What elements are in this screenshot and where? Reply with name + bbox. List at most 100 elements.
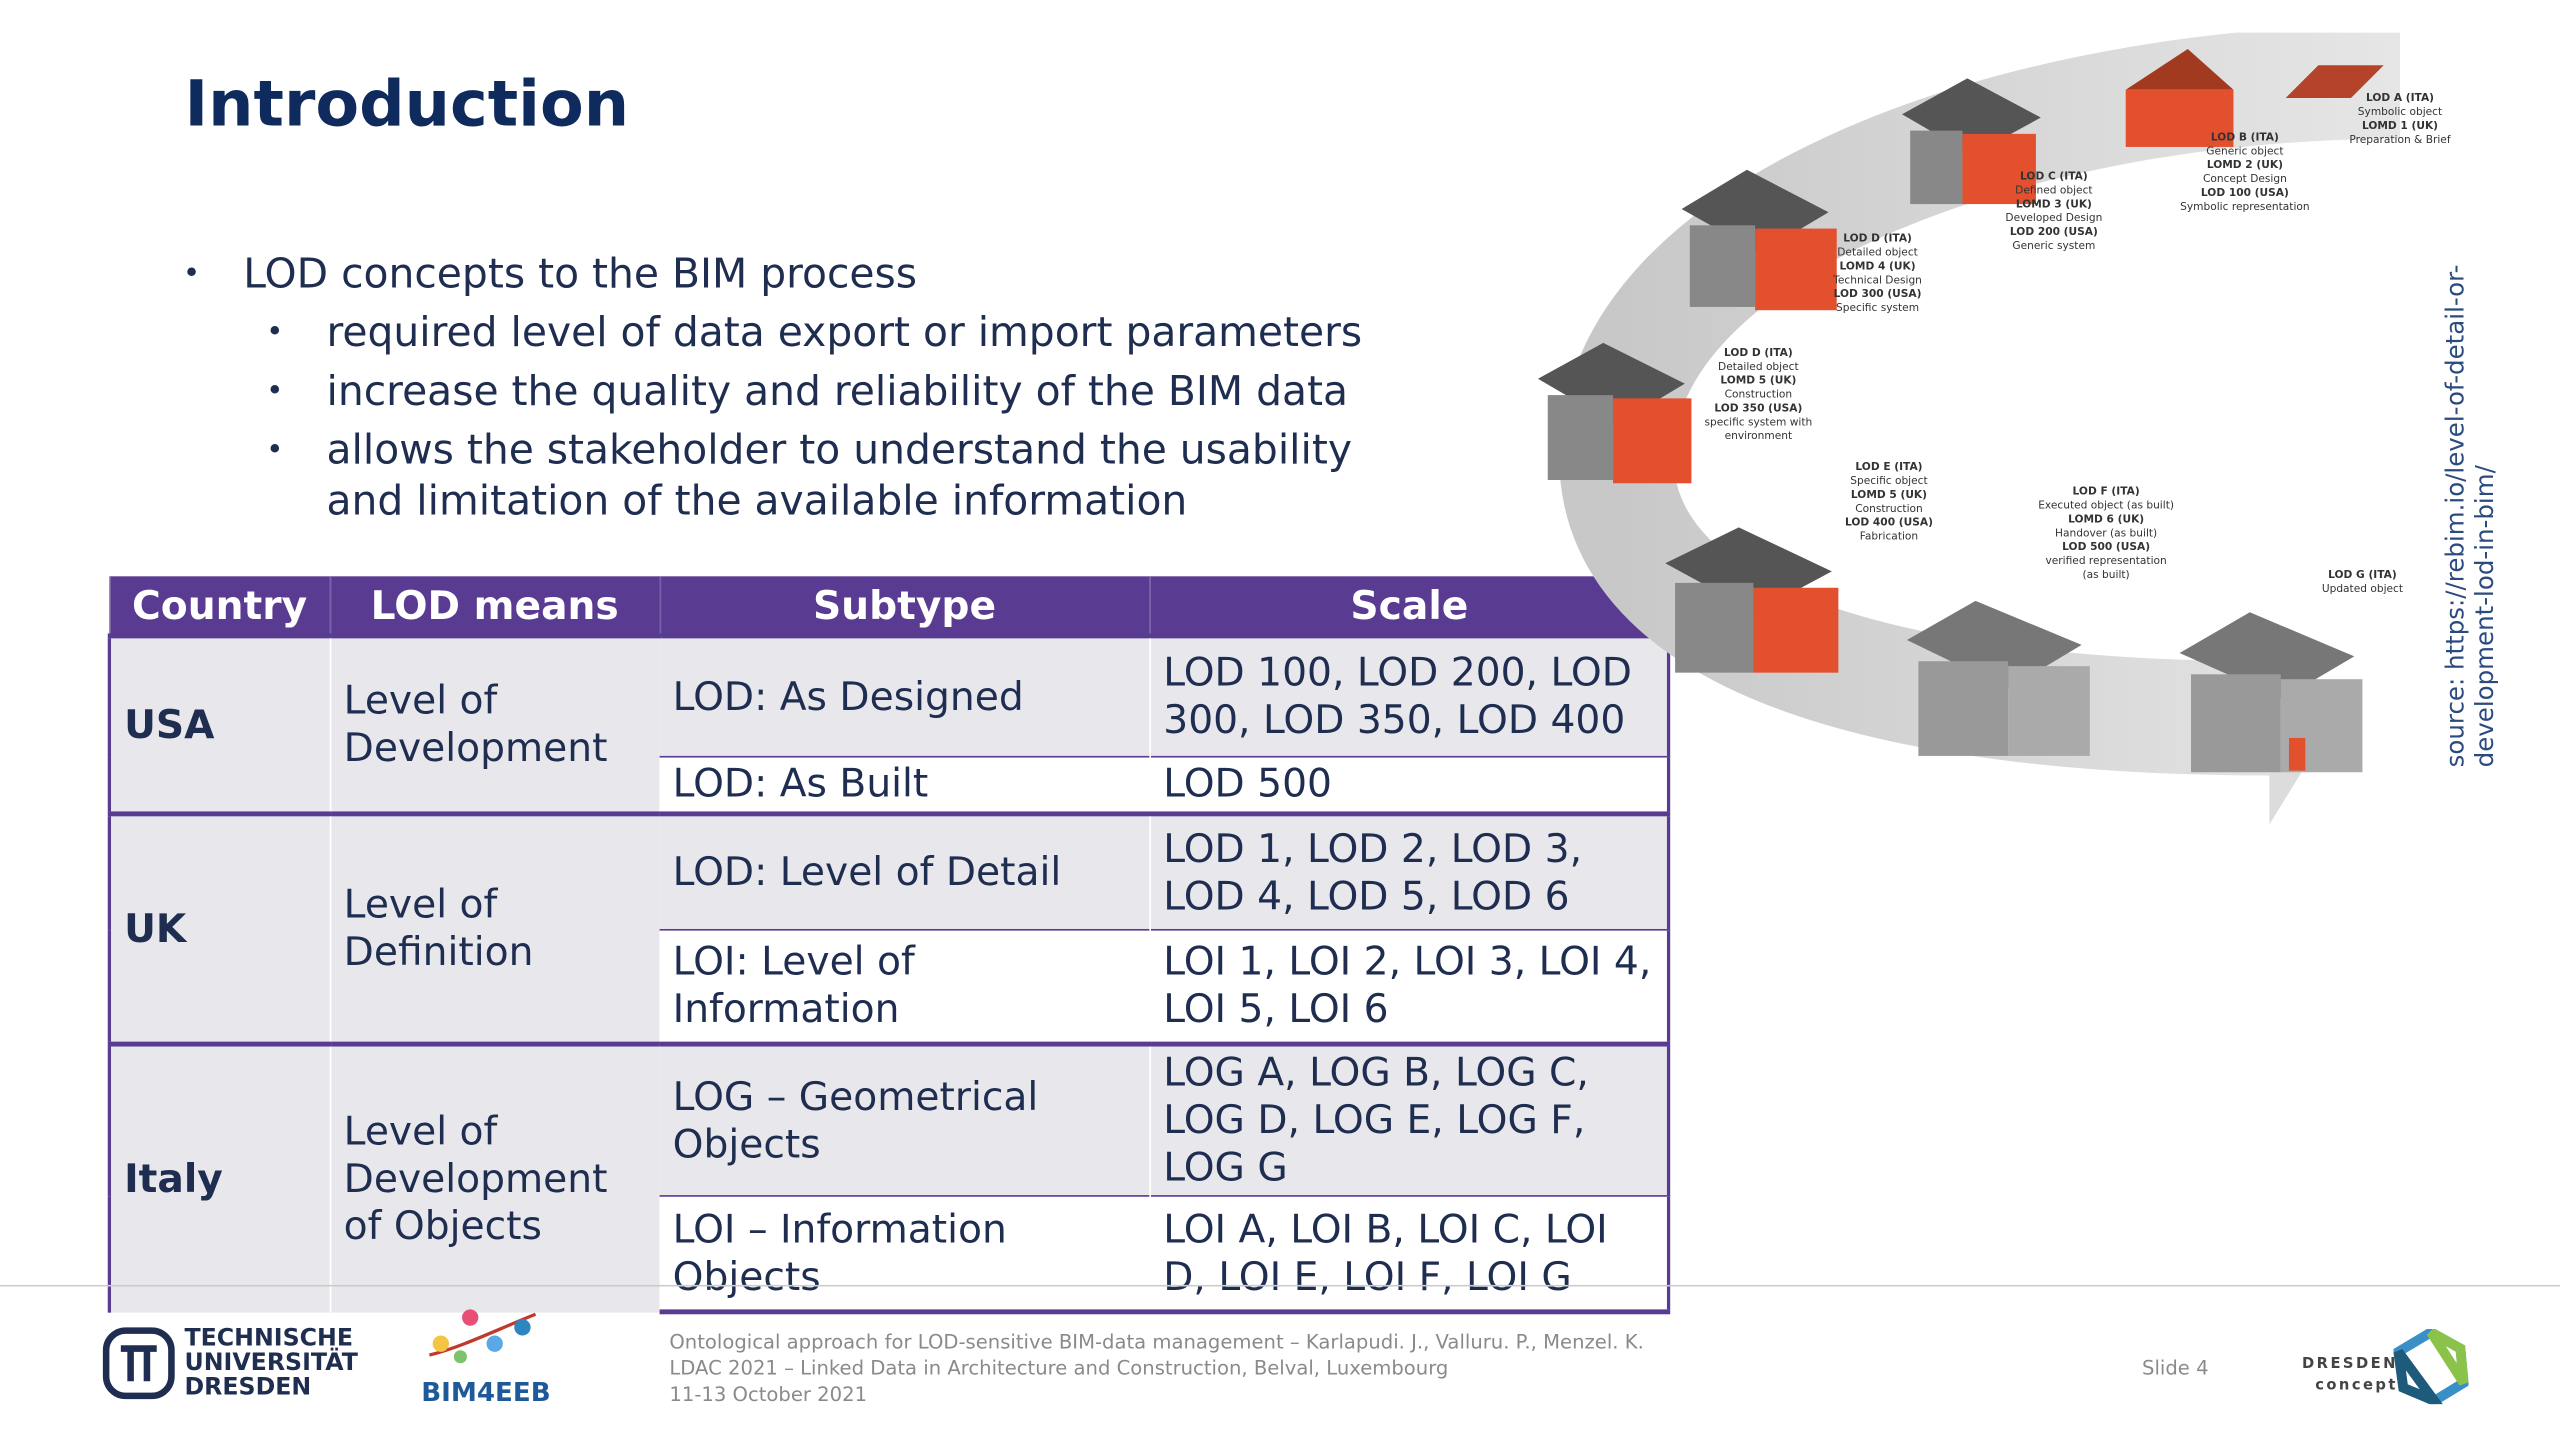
diagram-label: Preparation & Brief (2349, 133, 2450, 146)
diagram-label: Specific system (1836, 301, 1919, 314)
diagram-label: LOMD 5 (UK) (1720, 374, 1796, 387)
house (1665, 527, 1839, 673)
diagram-label: LOD 500 (USA) (2062, 540, 2150, 553)
slide-number: Slide 4 (2142, 1356, 2209, 1380)
diagram-label: LOMD 4 (UK) (1840, 259, 1916, 272)
source-note: source: https://rebim.io/level-of-detail… (2441, 264, 2500, 767)
table-row: USA Level of Development LOD: As Designed L… (107, 633, 1671, 814)
sub-bullet: required level of data export or import … (183, 307, 1375, 358)
country-cell: Italy (107, 1041, 330, 1312)
house (1902, 78, 2041, 205)
subtype-cell: LOG – Geometrical Objects (659, 1041, 1150, 1196)
diagram-label: LOD 200 (USA) (2010, 225, 2098, 238)
dresden-logo-mark (2393, 1328, 2469, 1405)
diagram-label: Detailed object (1718, 360, 1799, 373)
citation-line: Ontological approach for LOD-sensitive B… (669, 1330, 1644, 1354)
bullet: LOD concepts to the BIM process (183, 248, 1375, 299)
diagram-label: Detailed object (1837, 246, 1918, 259)
diagram-label: LOD D (ITA) (1724, 346, 1793, 359)
diagram-label: LOMD 2 (UK) (2207, 158, 2283, 171)
means-cell: Level of Development of Objects (328, 1041, 660, 1312)
sub-bullet: allows the stakeholder to understand the… (183, 424, 1375, 525)
column-header: Subtype (658, 576, 1150, 636)
subtype-cell: LOD: Level of Detail (659, 811, 1150, 930)
table-header: Country LOD means Subtype Scale (108, 576, 1669, 636)
diagram-label: LOD G (ITA) (2328, 568, 2397, 581)
diagram-label: Defined object (2015, 183, 2092, 196)
diagram-label: LOD C (ITA) (2020, 170, 2088, 183)
diagram-label: Generic object (2206, 144, 2283, 157)
table-row: LOI – Information Objects LOI A, LOI B, L… (109, 1195, 1671, 1315)
scale-cell: LOD 1, LOD 2, LOD 3, LOD 4, LOD 5, LOD 6 (1148, 811, 1671, 930)
dresden-logo-text: DRESDEN concept (2302, 1355, 2398, 1397)
diagram-label: Developed Design (2005, 211, 2102, 224)
diagram-label: LOD 350 (USA) (1714, 401, 1802, 414)
column-header: Country (108, 576, 330, 636)
citation-line: 11-13 October 2021 (669, 1382, 868, 1406)
house (1681, 169, 1837, 311)
diagram-label: LOMD 5 (UK) (1851, 488, 1927, 501)
diagram-label: LOMD 1 (UK) (2362, 119, 2438, 132)
column-header: Scale (1148, 576, 1669, 636)
diagram-label: LOD 100 (USA) (2201, 186, 2289, 199)
house (1906, 600, 2090, 756)
slide-title: Introduction (184, 68, 630, 143)
scale-cell: LOD 100, LOD 200, LOD 300, LOD 350, LOD … (1148, 633, 1671, 757)
house (2285, 65, 2384, 98)
sub-bullet: increase the quality and reliability of … (183, 366, 1375, 417)
diagram-label: Symbolic object (2358, 105, 2442, 118)
diagram-label: Executed object (as built) (2038, 499, 2174, 512)
diagram-label: LOD A (ITA) (2366, 91, 2434, 104)
bim-logo-text: BIM4EEB (421, 1376, 551, 1408)
diagram-label: LOD B (ITA) (2211, 130, 2279, 143)
subtype-cell: LOD: As Designed (659, 633, 1150, 757)
diagram-label: LOMD 3 (UK) (2016, 197, 2092, 210)
dresden-logo-line: concept (2315, 1377, 2398, 1395)
diagram-label: Technical Design (1832, 273, 1922, 286)
tu-logo-line: TECHNISCHE (184, 1325, 354, 1352)
dresden-logo-line: DRESDEN (2302, 1356, 2398, 1374)
diagram-label: LOMD 6 (UK) (2068, 512, 2144, 525)
tu-logo-line: DRESDEN (184, 1374, 312, 1401)
table-body: USA Level of Development LOD: As Designed L… (107, 633, 1671, 1315)
scale-cell: LOD 500 (1148, 755, 1671, 814)
diagram-label: Generic system (2012, 239, 2095, 252)
country-cell: UK (107, 811, 330, 1045)
table-row: Italy Level of Development of Objects LOG … (107, 1041, 1671, 1312)
table-row: UK Level of Definition LOD: Level of Detai… (107, 811, 1671, 1045)
bullet-list: LOD concepts to the BIM process required … (183, 248, 1375, 534)
house (2125, 48, 2234, 147)
scale-cell: LOG A, LOG B, LOG C, LOG D, LOG E, LOG F… (1148, 1041, 1671, 1196)
source-line: source: https://rebim.io/level-of-detail… (2440, 264, 2471, 768)
diagram-label: Concept Design (2203, 172, 2287, 185)
diagram-label: specific system with (1705, 415, 1813, 428)
tu-logo-mark (102, 1327, 175, 1400)
subtype-cell: LOI: Level of Information (659, 928, 1150, 1045)
scale-cell: LOI 1, LOI 2, LOI 3, LOI 4, LOI 5, LOI 6 (1148, 928, 1671, 1045)
diagram-label: LOD 400 (USA) (1845, 516, 1933, 529)
means-cell: Level of Development (328, 633, 660, 814)
diagram-label: environment (1725, 429, 1793, 442)
tu-logo-line: UNIVERSITÄT (184, 1350, 358, 1377)
diagram-label: LOD F (ITA) (2073, 485, 2140, 498)
diagram-label: LOD D (ITA) (1843, 232, 1912, 245)
bim-logo-mark (428, 1309, 537, 1364)
diagram-label: Updated object (2322, 582, 2403, 595)
subtype-cell: LOI – Information Objects (659, 1195, 1150, 1315)
diagram-label: (as built) (2083, 568, 2130, 581)
tu-logo-text: TECHNISCHE UNIVERSITÄT DRESDEN (184, 1327, 357, 1400)
diagram-label: Symbolic representation (2180, 200, 2309, 213)
diagram-label: LOD E (ITA) (1855, 460, 1922, 473)
column-header: LOD means (328, 576, 660, 636)
table-row: LOD: As Built LOD 500 (109, 755, 1671, 814)
house (2179, 612, 2363, 773)
diagram-label: LOD 300 (USA) (1834, 287, 1922, 300)
lod-table: Country LOD means Subtype Scale USA Level of… (107, 576, 1671, 1315)
table-row: LOI: Level of Information LOI 1, LOI 2, L… (109, 928, 1671, 1045)
footer-divider (0, 1284, 2560, 1287)
diagram-label: verified representation (2045, 554, 2166, 567)
